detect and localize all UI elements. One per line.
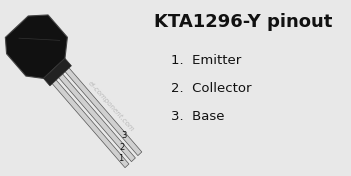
Text: 3.  Base: 3. Base bbox=[171, 109, 225, 122]
Text: 1: 1 bbox=[118, 154, 123, 163]
Text: 2: 2 bbox=[120, 143, 125, 152]
Text: 3: 3 bbox=[122, 131, 127, 140]
Polygon shape bbox=[50, 77, 129, 168]
Polygon shape bbox=[44, 58, 71, 86]
Text: el-component.com: el-component.com bbox=[87, 80, 135, 133]
Text: 1.  Emitter: 1. Emitter bbox=[171, 54, 241, 67]
Polygon shape bbox=[62, 65, 142, 156]
Polygon shape bbox=[56, 71, 135, 162]
Polygon shape bbox=[5, 15, 67, 78]
Text: 2.  Collector: 2. Collector bbox=[171, 81, 252, 95]
Text: KTA1296-Y pinout: KTA1296-Y pinout bbox=[154, 13, 333, 31]
